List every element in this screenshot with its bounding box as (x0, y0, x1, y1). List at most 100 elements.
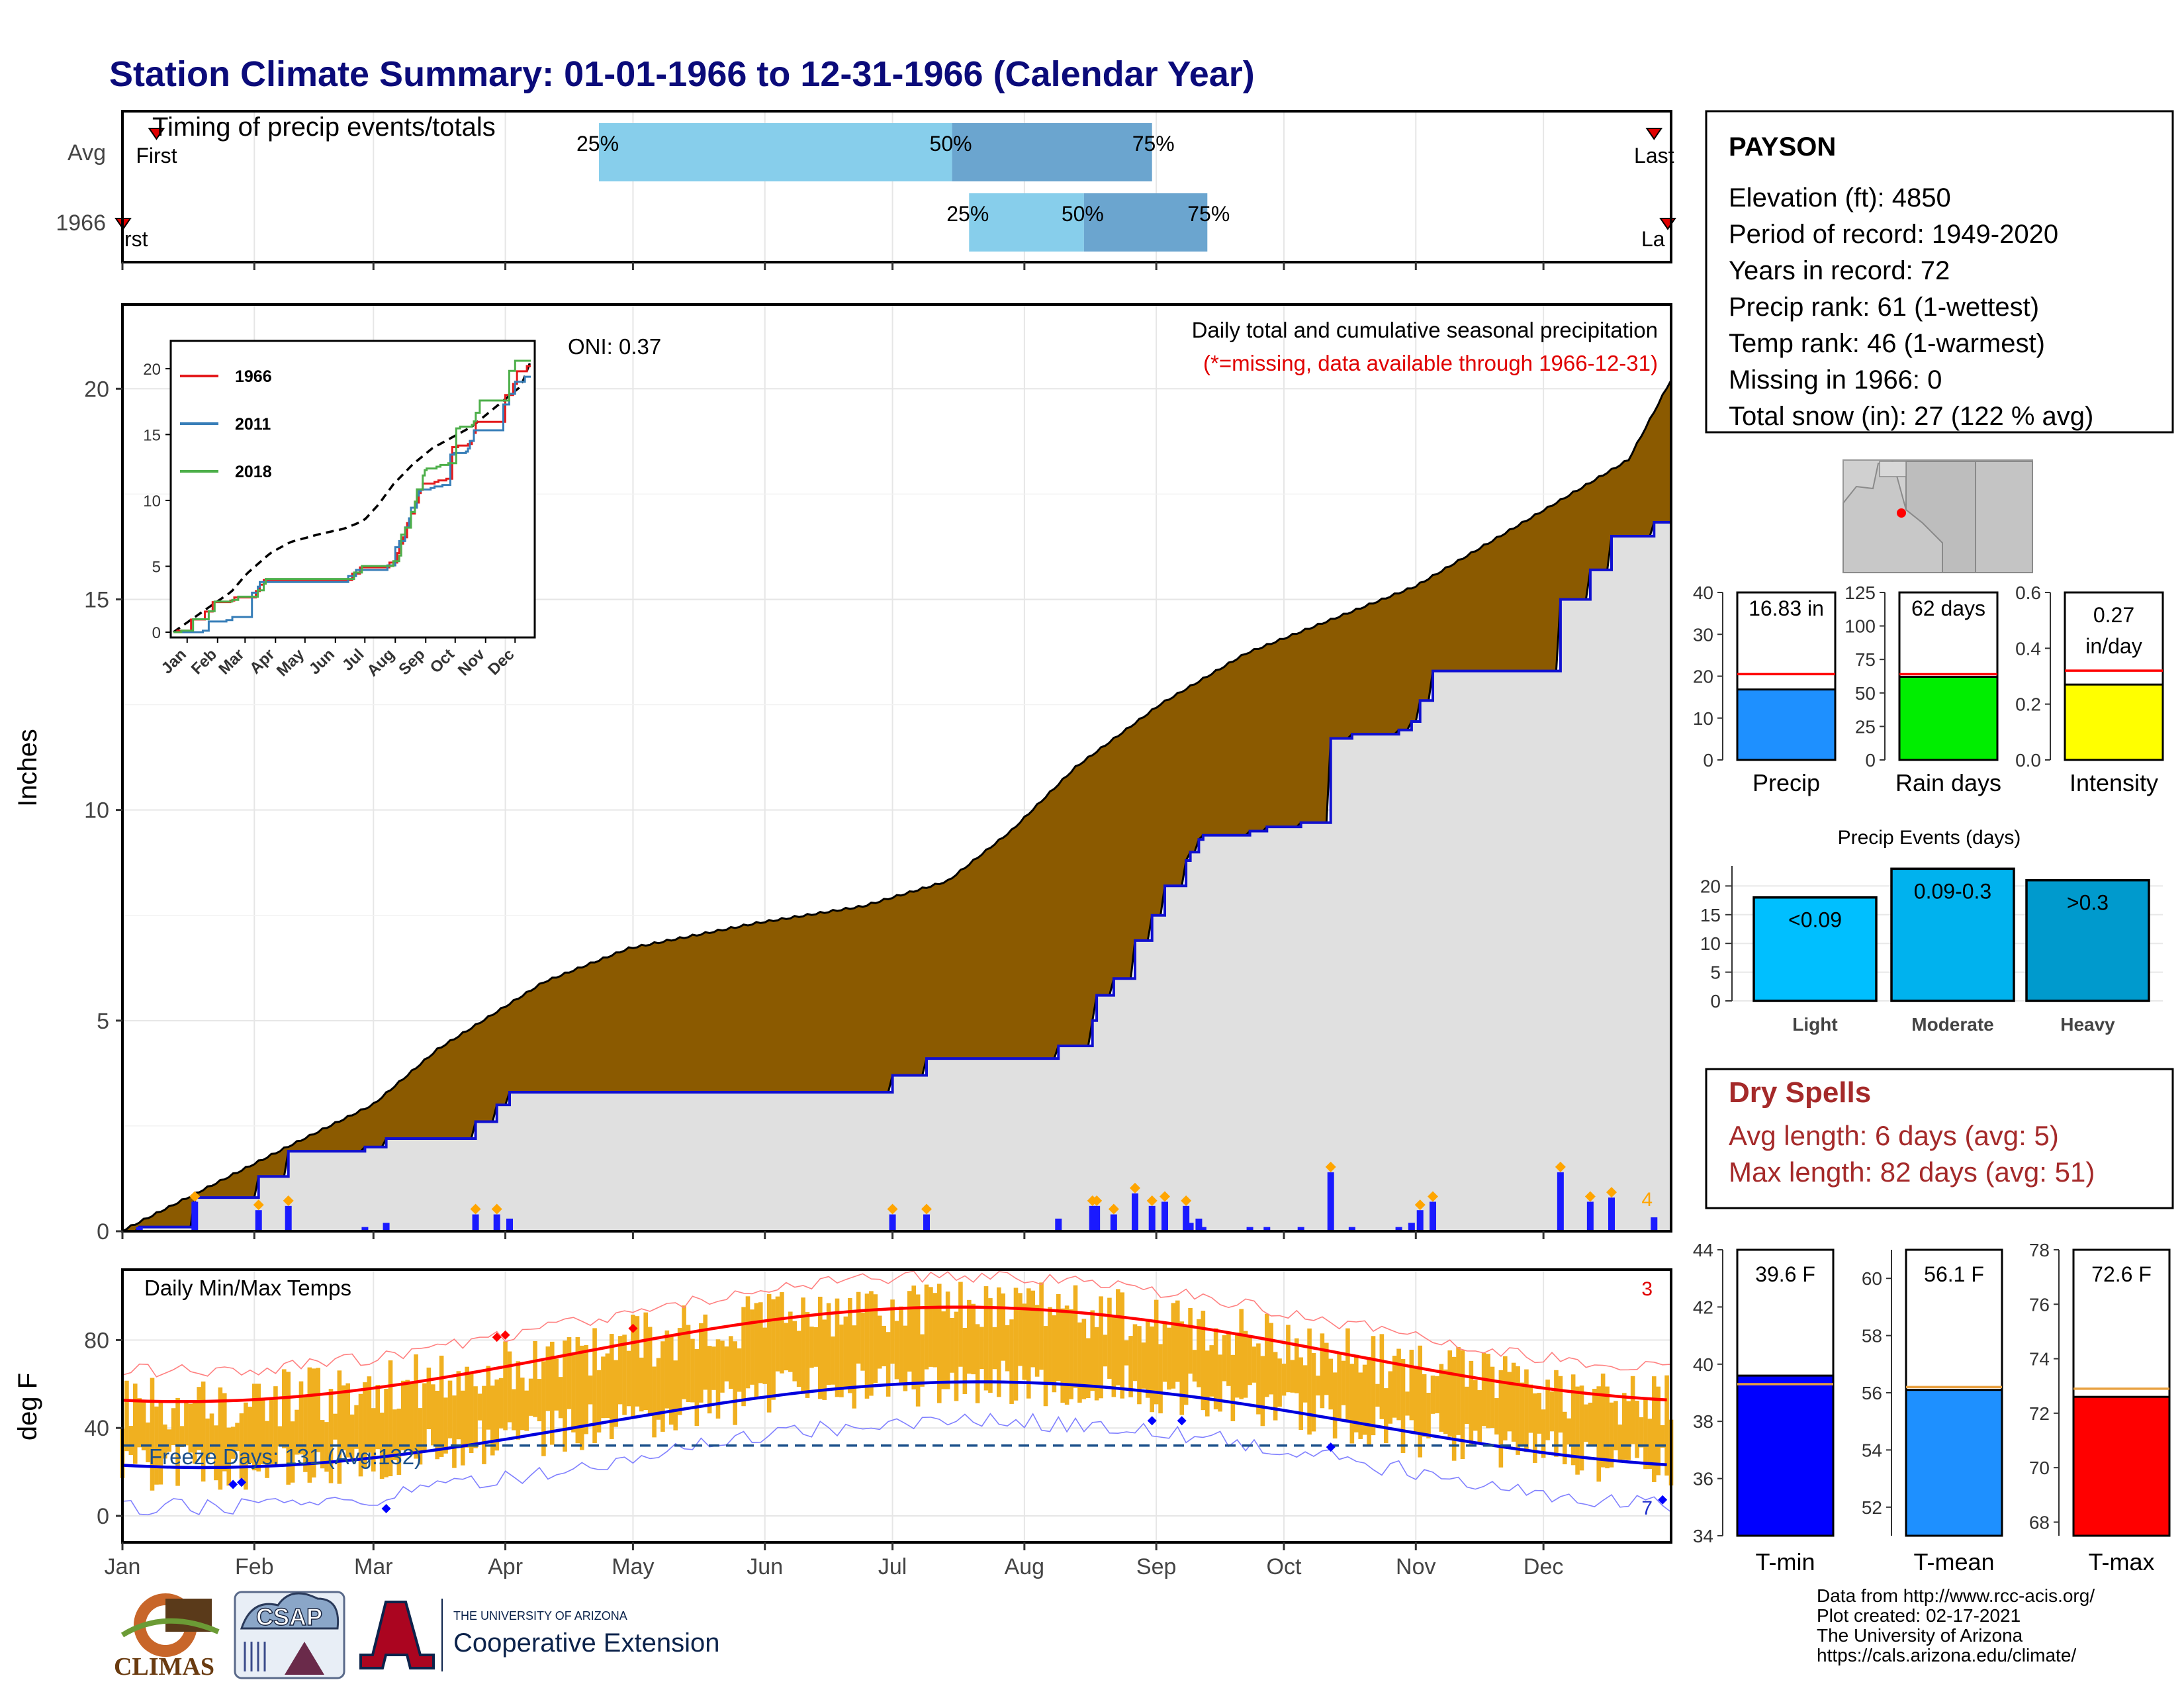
ua-logo-bottom: Cooperative Extension (453, 1628, 719, 1658)
daily-temp-bar (1490, 1366, 1495, 1429)
inset-legend-label: 2018 (235, 463, 272, 481)
daily-temp-bar (1443, 1369, 1448, 1434)
month-label: May (612, 1554, 654, 1579)
daily-precip-bar (1327, 1172, 1334, 1231)
inset-month-label: Mar (215, 645, 248, 678)
daily-temp-bar (1639, 1417, 1644, 1448)
inset-series-line (173, 375, 531, 633)
daily-precip-bar (1195, 1218, 1203, 1231)
daily-temp-bar (826, 1303, 831, 1385)
daily-temp-bar (171, 1408, 176, 1446)
mini-bar-ytick-label: 0 (1703, 750, 1713, 771)
daily-precip-bar (285, 1205, 292, 1231)
daily-temp-bar (486, 1366, 491, 1430)
daily-precip-bar (1132, 1193, 1138, 1231)
station-info-line: Period of record: 1949-2020 (1729, 220, 2058, 249)
mini-bar-value-text: 0.27 (2093, 603, 2134, 627)
daily-temp-bar (456, 1371, 461, 1440)
timing-bar-q1 (969, 193, 1084, 252)
daily-temp-bar (405, 1380, 410, 1450)
month-label: Apr (488, 1554, 523, 1579)
timing-bar-q2 (952, 123, 1152, 181)
daily-temp-bar (1009, 1319, 1014, 1404)
daily-precip-bar (1651, 1217, 1658, 1231)
avg-min-line (122, 1380, 1667, 1470)
daily-temp-bar (439, 1355, 444, 1457)
daily-temp-bar (1145, 1320, 1150, 1398)
daily-temp-bar (1018, 1293, 1023, 1366)
daily-temp-bar (639, 1357, 644, 1412)
timing-bar-q2 (1083, 193, 1208, 252)
daily-temp-bar (1456, 1346, 1461, 1435)
daily-precip-bar (889, 1214, 896, 1231)
daily-precip-bar (383, 1223, 390, 1231)
daily-temp-bar (1392, 1356, 1397, 1418)
daily-temp-bar (668, 1336, 674, 1425)
dry-spells-max: Max length: 82 days (avg: 51) (1729, 1156, 2095, 1188)
daily-temp-bar (1260, 1356, 1265, 1427)
timing-frame (121, 110, 1672, 263)
daily-temp-bar (1154, 1299, 1159, 1405)
inset-month-label: Dec (484, 645, 518, 679)
daily-temp-bar (1290, 1360, 1295, 1393)
temp-bar-value-text: 39.6 F (1755, 1262, 1815, 1286)
daily-temp-bar (549, 1341, 555, 1445)
daily-temp-bar (409, 1383, 414, 1453)
daily-temp-bar (1115, 1289, 1120, 1385)
daily-temp-bar (941, 1311, 946, 1389)
daily-temp-bar (1647, 1419, 1653, 1470)
daily-temp-bar (996, 1287, 1001, 1397)
daily-temp-bar (1447, 1350, 1453, 1437)
daily-precip-bar (1089, 1205, 1096, 1231)
mini-bar-ytick-label: 25 (1855, 716, 1876, 737)
daily-temp-bar (775, 1296, 780, 1372)
daily-temp-bar (307, 1367, 312, 1483)
temp-corner-count: 3 (1641, 1278, 1653, 1300)
daily-temp-bar (766, 1293, 772, 1413)
temp-bar-value-text: 56.1 F (1924, 1262, 1984, 1286)
daily-temp-bar (430, 1384, 435, 1446)
daily-temp-bar (673, 1360, 678, 1430)
daily-temp-bar (260, 1397, 265, 1464)
events-bar-label: Light (1792, 1014, 1837, 1035)
temp-bar-ytick-label: 76 (2029, 1294, 2050, 1315)
record-low-marker (237, 1477, 246, 1487)
daily-temp-bar (167, 1429, 172, 1452)
temp-bar-ytick-label: 70 (2029, 1458, 2050, 1478)
events-bar (1890, 867, 2015, 1002)
daily-temp-bar (179, 1426, 185, 1448)
daily-temp-bar (571, 1354, 576, 1432)
daily-temp-bar (1567, 1418, 1572, 1445)
daily-temp-bar (388, 1360, 393, 1477)
record-max-line (122, 1270, 1672, 1378)
daily-temp-bar (817, 1296, 823, 1399)
temp-bar-ytick-label: 42 (1693, 1297, 1713, 1317)
daily-temp-bar (1073, 1285, 1078, 1388)
daily-temp-bar (864, 1293, 870, 1399)
timing-pct-25: 25% (946, 202, 989, 226)
month-label: Nov (1396, 1554, 1435, 1579)
daily-precip-bar (1586, 1201, 1594, 1231)
daily-precip-marker (1428, 1191, 1438, 1202)
daily-temp-bar (1579, 1385, 1584, 1471)
daily-temp-bar (533, 1340, 537, 1417)
daily-temp-bar (477, 1393, 482, 1421)
daily-temp-bar (1626, 1401, 1631, 1460)
daily-temp-bar (860, 1312, 865, 1371)
precip-ytick-label: 0 (97, 1219, 109, 1244)
daily-temp-bar (1422, 1374, 1427, 1437)
daily-temp-bar (563, 1340, 567, 1452)
daily-precip-bar (136, 1227, 143, 1231)
daily-temp-bar (358, 1393, 363, 1477)
daily-temp-bar (831, 1336, 835, 1385)
daily-temp-bar (460, 1390, 465, 1466)
temp-bar-ytick-label: 58 (1862, 1326, 1882, 1346)
daily-temp-bar (1120, 1292, 1125, 1399)
mini-bar-ytick-label: 100 (1844, 616, 1876, 637)
daily-temp-bar (1558, 1376, 1563, 1433)
temp-bar-label: T-max (2088, 1548, 2154, 1575)
daily-temp-bar (907, 1291, 912, 1372)
daily-temp-bar (333, 1413, 338, 1440)
inset-ytick-label: 10 (143, 492, 161, 510)
daily-temp-bar (324, 1422, 329, 1472)
